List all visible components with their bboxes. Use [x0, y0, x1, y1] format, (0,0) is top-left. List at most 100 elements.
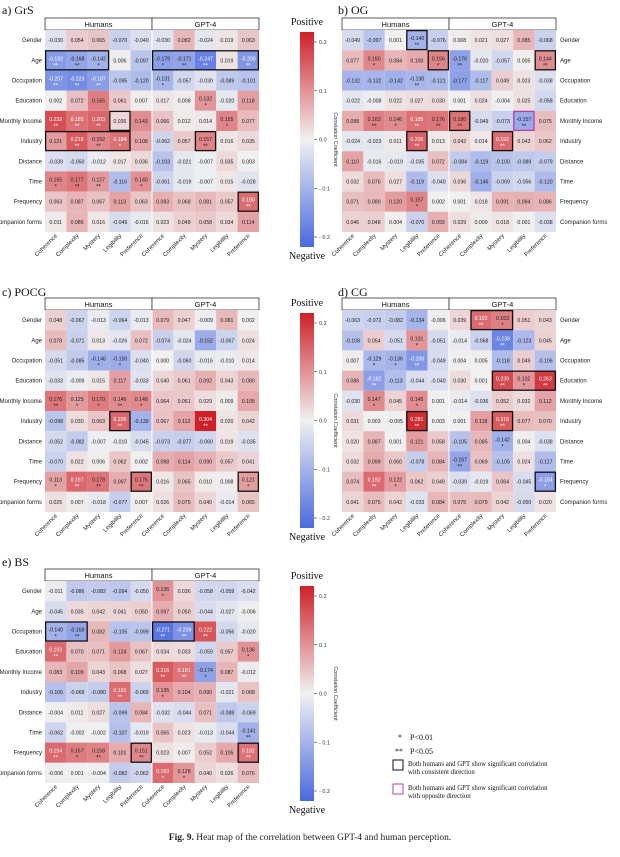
cell-value-label: -0.095 — [113, 79, 128, 85]
heatmap-cell — [87, 471, 110, 492]
cell-value-label: -0.120 — [538, 180, 553, 186]
panel-title: b) OG — [338, 3, 369, 17]
cell-value-label: -0.006 — [48, 771, 63, 777]
heatmap-cell — [152, 350, 174, 371]
heatmap-cell — [513, 491, 535, 512]
cell-value-label: -0.142 — [388, 79, 403, 85]
heatmap-cell — [152, 191, 174, 212]
column-label: Preference — [524, 233, 549, 258]
heatmap-cell — [216, 191, 238, 212]
heatmap-cell — [534, 471, 556, 492]
significance-marker: ** — [457, 124, 462, 130]
heatmap-cell — [406, 30, 428, 51]
highlight-box-consistent — [44, 130, 131, 152]
heatmap-cell — [237, 151, 259, 172]
cell-value-label: -0.016 — [134, 220, 149, 226]
heatmap-cell — [130, 581, 152, 602]
heatmap-cell — [66, 330, 88, 351]
heatmap-cell — [237, 370, 259, 391]
heatmap-cell — [173, 390, 195, 411]
significance-marker: ** — [96, 756, 101, 762]
cell-value-label: 0.064 — [496, 480, 509, 486]
significance-marker: ** — [75, 84, 80, 90]
heatmap-cell — [109, 581, 131, 602]
column-label: Mystery — [190, 784, 209, 803]
heatmap-cell — [470, 151, 492, 172]
cell-value-label: -0.044 — [177, 710, 192, 716]
heatmap-cell — [216, 722, 238, 743]
heatmap-cell — [342, 411, 364, 432]
heatmap-cell — [513, 90, 535, 111]
column-label: Legibility — [103, 233, 124, 254]
heatmap-cell — [45, 411, 67, 432]
cell-value-label: -0.119 — [474, 159, 488, 165]
cell-value-label: 0.097 — [113, 480, 126, 486]
legend-double-star-marker: ** — [395, 747, 403, 756]
heatmap-cell — [87, 431, 110, 452]
heatmap-cell — [194, 601, 217, 622]
column-label: Legibility — [103, 784, 124, 805]
cell-value-label: -0.020 — [241, 630, 256, 636]
heatmap-cell — [216, 621, 238, 642]
row-label: Gender — [560, 318, 580, 324]
cell-value-label: 0.170 — [92, 397, 105, 403]
cell-value-label: 0.104 — [178, 690, 191, 696]
heatmap-cell — [45, 50, 67, 71]
heatmap-cell — [87, 641, 110, 662]
heatmap-cell — [491, 310, 514, 331]
cell-value-label: -0.010 — [113, 439, 128, 445]
legend-opposite-swatch — [392, 783, 404, 795]
column-label: Legibility — [507, 233, 528, 254]
heatmap-cell — [406, 310, 428, 331]
heatmap-cell — [66, 471, 88, 492]
row-label: Monthly Income — [560, 119, 603, 125]
cell-value-label: -0.080 — [91, 690, 106, 696]
heatmap-cell — [449, 191, 471, 212]
colorbar-bottom-label: Negative — [289, 532, 326, 543]
cell-value-label: -0.030 — [345, 399, 360, 405]
heatmap-cell — [470, 191, 492, 212]
highlight-box-consistent — [534, 50, 557, 71]
column-label: Mystery — [380, 513, 399, 532]
heatmap-cell — [534, 451, 556, 472]
cell-value-label: -0.207 — [48, 77, 63, 83]
heatmap-cell — [173, 330, 195, 351]
heatmap-cell — [152, 722, 174, 743]
significance-marker: * — [394, 485, 397, 491]
significance-marker: ** — [500, 144, 505, 150]
heatmap-cell — [194, 30, 217, 51]
significance-marker: * — [76, 756, 79, 762]
heatmap-cell — [45, 661, 67, 682]
heatmap-cell — [363, 451, 385, 472]
cell-value-label: 0.040 — [199, 771, 212, 777]
cell-value-label: 0.194 — [49, 749, 62, 755]
heatmap-cell — [449, 171, 471, 192]
heatmap-cell — [194, 171, 217, 192]
heatmap-cell — [173, 350, 195, 371]
cell-value-label: -0.131 — [155, 77, 170, 83]
heatmap-cell — [363, 211, 385, 232]
cell-value-label: 0.122 — [389, 478, 402, 484]
heatmap-cell — [45, 30, 67, 51]
cell-value-label: -0.028 — [241, 180, 256, 186]
group-header: Humans GPT-4 — [44, 17, 260, 31]
colorbar-tick-label: 0.0 — [319, 692, 327, 698]
cell-value-label: 0.152 — [92, 137, 105, 143]
heatmap-cell — [470, 370, 492, 391]
cell-value-label: -0.049 — [113, 220, 128, 226]
cell-value-label: 0.035 — [242, 139, 255, 145]
cell-value-label: -0.049 — [474, 119, 489, 125]
cell-value-label: 0.124 — [113, 650, 126, 656]
significance-marker: ** — [53, 756, 58, 762]
cell-value-label: 0.143 — [135, 119, 148, 125]
cell-value-label: 0.024 — [242, 338, 255, 344]
cell-value-label: -0.038 — [538, 220, 553, 226]
heatmap-cell — [45, 90, 67, 111]
heatmap-cell — [130, 471, 152, 492]
cell-value-label: 0.016 — [92, 220, 105, 226]
cell-value-label: 0.013 — [432, 139, 445, 145]
heatmap-cell — [427, 191, 449, 212]
heatmap-cell — [109, 641, 131, 662]
cell-value-label: 0.036 — [113, 119, 126, 125]
heatmap-cell — [363, 330, 385, 351]
